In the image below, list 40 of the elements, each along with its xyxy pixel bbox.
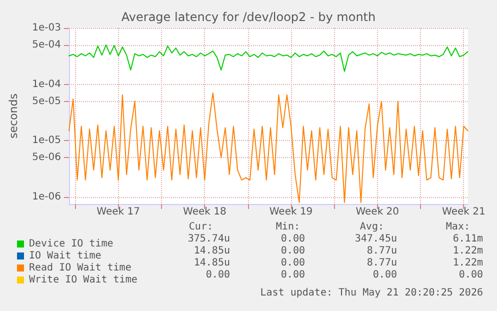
y-tick-label: 1e-03: [32, 22, 61, 34]
text: 8.77u: [366, 258, 397, 268]
text: 1.22m: [452, 258, 483, 268]
legend-label: Write IO Wait time: [29, 274, 138, 286]
legend-label: Read IO Wait time: [29, 262, 132, 274]
x-tick-label: Week 17: [96, 206, 140, 218]
y-tick-label: 5e-04: [32, 39, 61, 50]
y-tick-label: 5e-06: [32, 152, 61, 164]
y-tick-label: 1e-04: [32, 78, 61, 90]
text: Avg:: [360, 222, 384, 232]
chart-title: Average latency for /dev/loop2 - by month: [121, 10, 376, 24]
text: 0.00: [458, 270, 483, 280]
text: 1.22m: [452, 246, 483, 256]
text: 14.85u: [194, 246, 230, 256]
text: 0.00: [206, 270, 230, 280]
y-tick-label: 1e-05: [32, 135, 61, 146]
text: Last update: Thu May 21 20:20:25 2026: [260, 288, 483, 298]
y-tick-label: 1e-06: [32, 191, 61, 202]
text: 0.00: [280, 270, 305, 280]
text: Max:: [446, 222, 470, 232]
text: 375.74u: [188, 234, 230, 244]
text: Cur:: [188, 222, 213, 232]
y-axis-title: seconds: [7, 93, 20, 138]
text: 0.00: [280, 246, 305, 256]
x-tick-label: Week 18: [183, 206, 226, 218]
legend-label: IO Wait time: [29, 250, 102, 262]
legend-label: Device IO time: [29, 238, 114, 250]
x-tick-label: Week 21: [442, 206, 486, 218]
text: 0.00: [372, 270, 397, 280]
y-tick-label: 5e-05: [32, 96, 61, 107]
text: 14.85u: [194, 258, 230, 268]
text: 0.00: [280, 234, 305, 244]
x-tick-label: Week 20: [356, 206, 400, 218]
text: 347.45u: [354, 234, 397, 244]
line-series: [68, 44, 468, 72]
x-tick-label: Week 19: [269, 206, 313, 218]
text: Min:: [276, 222, 300, 232]
text: 6.11m: [452, 234, 483, 244]
text: 8.77u: [366, 246, 397, 256]
text: 0.00: [280, 258, 305, 268]
